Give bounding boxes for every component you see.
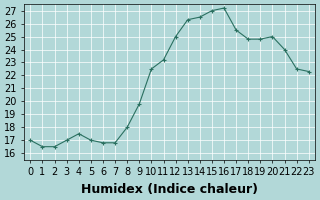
X-axis label: Humidex (Indice chaleur): Humidex (Indice chaleur): [81, 183, 258, 196]
